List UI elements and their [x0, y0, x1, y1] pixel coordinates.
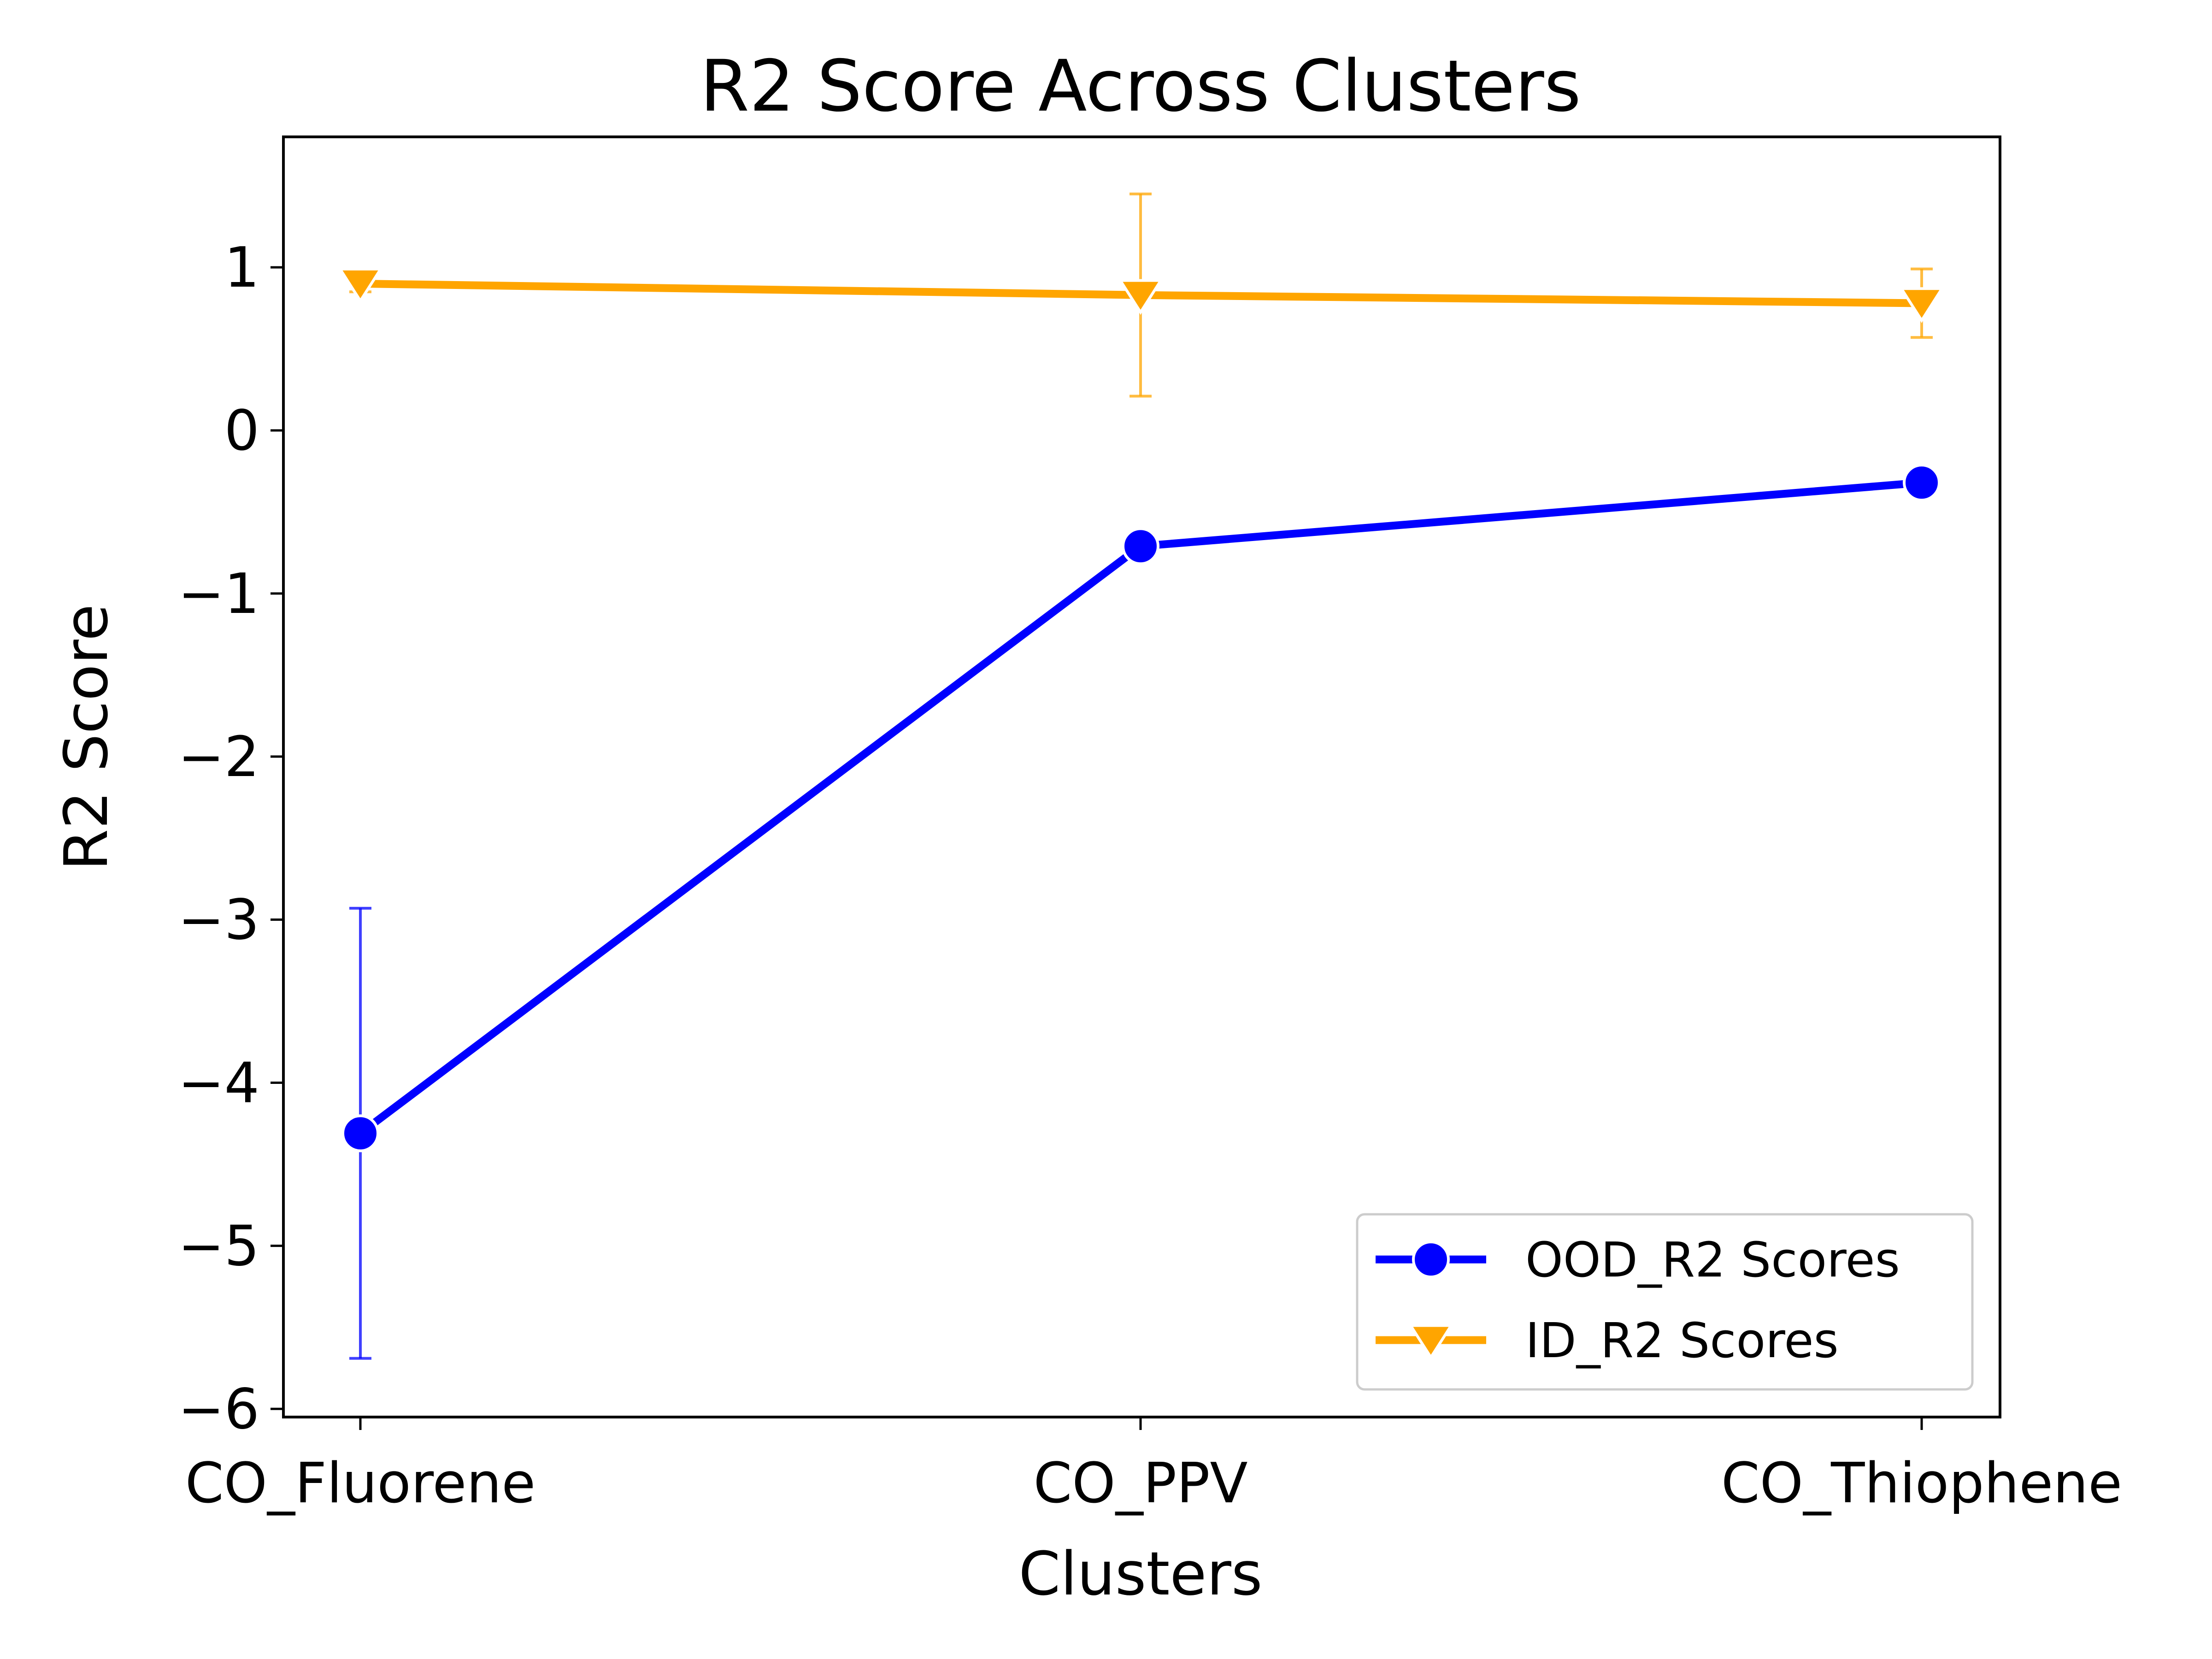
- id-data-point: [1899, 287, 1945, 323]
- ood-data-point: [341, 1114, 379, 1153]
- x-tick-label: CO_Thiophene: [1721, 1452, 2122, 1516]
- axes-frame: [282, 135, 2001, 1418]
- y-axis-label: R2 Score: [51, 604, 121, 871]
- y-tick-label: −4: [178, 1052, 259, 1116]
- x-axis-label: Clusters: [1018, 1539, 1262, 1609]
- legend-label-ood: OOD_R2 Scores: [1525, 1232, 1900, 1288]
- y-tick-label: −6: [178, 1377, 259, 1441]
- ood-series-line: [358, 478, 1922, 1137]
- y-tick-label: −1: [178, 562, 259, 626]
- chart-title: R2 Score Across Clusters: [700, 45, 1581, 128]
- y-tick-label: 0: [224, 399, 259, 463]
- id-data-point: [1118, 279, 1164, 315]
- x-tick-label: CO_Fluorene: [185, 1452, 536, 1516]
- y-tick-label: 1: [224, 236, 259, 300]
- ood-data-point: [1122, 527, 1159, 565]
- legend-box: [1356, 1213, 1974, 1391]
- legend-label-id: ID_R2 Scores: [1525, 1312, 1839, 1369]
- legend-marker-id: [1408, 1324, 1454, 1360]
- legend-marker-ood: [1412, 1241, 1450, 1278]
- y-tick-label: −2: [178, 725, 259, 789]
- legend: OOD_R2 Scores ID_R2 Scores: [1356, 1213, 1974, 1391]
- ood-data-point: [1903, 464, 1941, 502]
- y-tick-label: −3: [178, 888, 259, 953]
- x-tick-label: CO_PPV: [1033, 1452, 1247, 1516]
- y-tick-label: −5: [178, 1214, 259, 1278]
- plot-area: 1 0 −1 −2 −3 −4 −5 −6 CO_Fluorene CO_PPV CO_Thioph…: [178, 135, 2122, 1516]
- id-data-point: [337, 267, 383, 304]
